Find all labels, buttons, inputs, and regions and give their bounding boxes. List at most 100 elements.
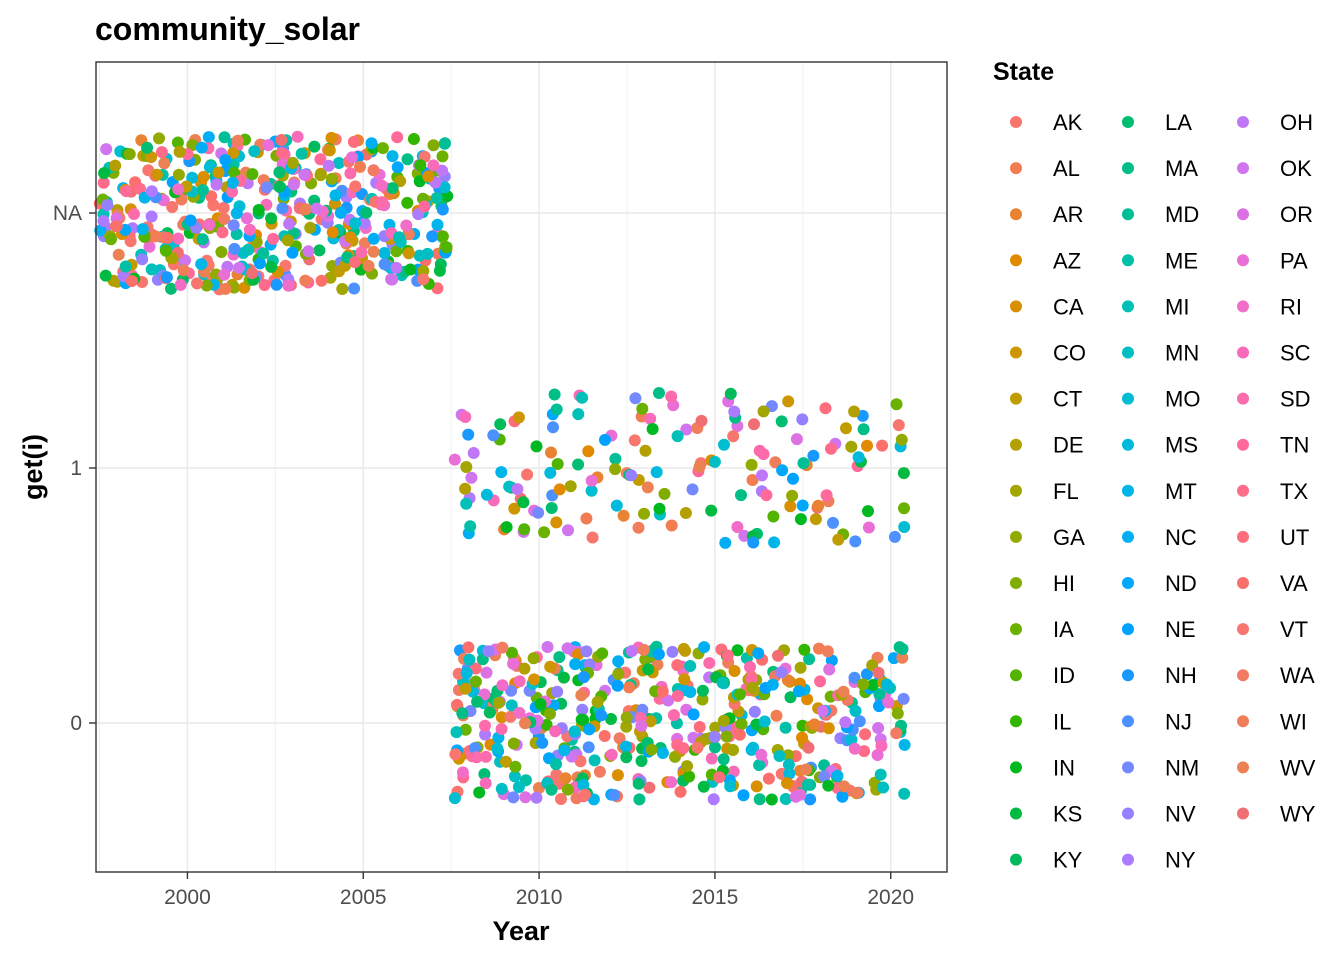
data-point [628, 434, 641, 447]
data-point [849, 705, 862, 717]
legend-key [1237, 346, 1249, 359]
legend-key [1010, 438, 1022, 451]
data-point [427, 139, 440, 152]
data-point [460, 667, 473, 679]
data-point [679, 644, 692, 657]
data-point [769, 456, 782, 469]
legend: State AK AL AR AZ CA CO CT DE FL GA HI IA ID IL IN KS KY… [993, 58, 1316, 873]
data-point [580, 645, 593, 658]
legend-label: MI [1165, 294, 1189, 319]
data-point [557, 671, 570, 684]
data-point [422, 170, 435, 183]
data-point [448, 453, 461, 466]
data-point [513, 675, 526, 688]
data-point [693, 721, 706, 733]
data-point [473, 786, 486, 799]
data-point [218, 131, 231, 144]
legend-key [1237, 761, 1249, 774]
data-point [891, 707, 904, 720]
data-point [507, 737, 520, 750]
legend-label: MD [1165, 202, 1199, 227]
legend-key [1237, 715, 1249, 728]
data-point [376, 142, 389, 155]
data-point [166, 201, 179, 213]
data-point [658, 487, 671, 500]
legend-label: OK [1280, 156, 1312, 181]
data-point [528, 673, 541, 686]
data-point [775, 415, 788, 428]
data-point [747, 536, 760, 549]
data-point [179, 254, 191, 267]
data-point [872, 666, 885, 679]
data-point [136, 223, 149, 236]
data-point [746, 682, 759, 694]
data-point [768, 536, 781, 549]
data-point [860, 668, 873, 681]
data-point [431, 218, 444, 231]
data-point [246, 168, 259, 181]
data-point [205, 190, 218, 203]
data-point [326, 226, 339, 239]
data-point [671, 738, 684, 751]
data-point [887, 652, 900, 665]
data-point [541, 641, 554, 653]
data-point [738, 529, 751, 542]
legend-key [1010, 623, 1022, 636]
data-point [827, 516, 839, 529]
data-point [246, 267, 259, 280]
legend-key [1010, 346, 1022, 359]
data-point [632, 521, 645, 534]
data-point [681, 760, 693, 773]
legend-label: TX [1280, 479, 1308, 504]
data-point [748, 705, 761, 718]
data-point [697, 780, 710, 793]
data-point [355, 246, 368, 259]
data-point [727, 430, 740, 443]
legend-label: NY [1165, 848, 1196, 873]
data-point [656, 747, 669, 759]
legend-label: DE [1053, 433, 1084, 458]
legend-key [1122, 669, 1134, 682]
data-point [505, 699, 518, 712]
data-point [362, 259, 375, 272]
data-point [561, 783, 574, 796]
data-point [491, 742, 504, 755]
data-point [243, 223, 256, 236]
data-point [487, 429, 500, 442]
data-point [728, 665, 741, 677]
data-point [191, 277, 203, 290]
data-point [158, 157, 171, 170]
data-point [705, 752, 718, 765]
data-point [582, 741, 595, 754]
data-point [756, 469, 768, 482]
data-point [505, 646, 518, 659]
data-point [212, 166, 225, 179]
data-point [276, 202, 289, 215]
data-point [641, 481, 654, 494]
y-tick-label: 1 [70, 457, 82, 480]
data-point [770, 709, 783, 722]
data-point [595, 709, 608, 722]
data-point [612, 668, 625, 681]
data-point [784, 691, 797, 704]
data-point [611, 769, 624, 782]
data-point [638, 507, 650, 520]
data-point [553, 483, 566, 496]
data-point [386, 182, 399, 195]
legend-label: ID [1053, 663, 1075, 688]
data-point [511, 483, 524, 496]
data-point [512, 781, 525, 793]
data-point [872, 722, 885, 734]
data-point [753, 793, 766, 806]
data-point [544, 660, 557, 673]
data-point [650, 466, 663, 479]
axes: 2000 2005 2010 2015 2020 0 1 NA [53, 202, 914, 909]
data-point [853, 715, 866, 728]
legend-label: LA [1165, 110, 1192, 135]
legend-key [1010, 761, 1022, 774]
data-point [97, 176, 110, 189]
legend-label: SC [1280, 341, 1311, 366]
data-point [832, 533, 845, 546]
data-point [782, 749, 795, 762]
data-point [555, 793, 567, 805]
